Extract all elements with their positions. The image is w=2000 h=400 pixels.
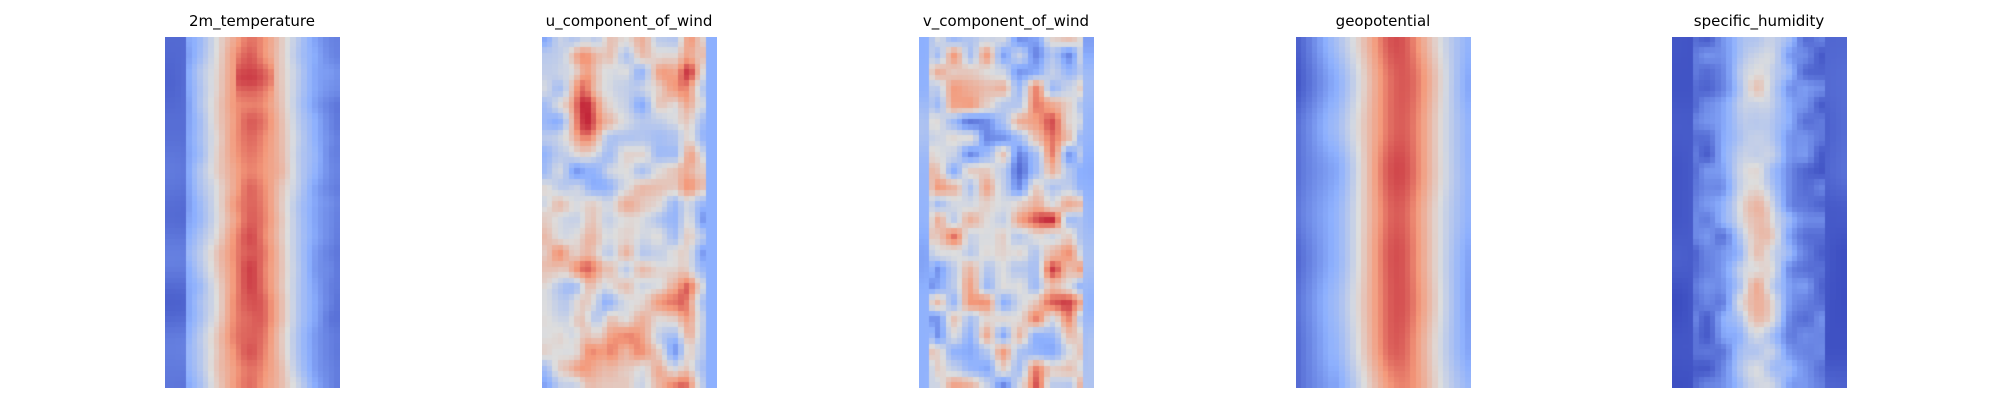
heatmap-geopotential: [1296, 37, 1471, 388]
chart-title: u_component_of_wind: [545, 12, 713, 30]
chart-title: geopotential: [1335, 12, 1431, 30]
panel-v-component-of-wind: v_component_of_wind: [876, 0, 1136, 400]
heatmap-specific-humidity: [1672, 37, 1847, 388]
chart-title: specific_humidity: [1693, 12, 1825, 30]
chart-title: v_component_of_wind: [922, 12, 1090, 30]
panel-u-component-of-wind: u_component_of_wind: [499, 0, 759, 400]
heatmap-u-component-of-wind: [542, 37, 717, 388]
panel-2m-temperature: 2m_temperature: [122, 0, 382, 400]
chart-title: 2m_temperature: [189, 12, 315, 30]
heatmap-2m-temperature: [165, 37, 340, 388]
heatmap-v-component-of-wind: [919, 37, 1094, 388]
panel-geopotential: geopotential: [1253, 0, 1513, 400]
panel-specific-humidity: specific_humidity: [1629, 0, 1889, 400]
